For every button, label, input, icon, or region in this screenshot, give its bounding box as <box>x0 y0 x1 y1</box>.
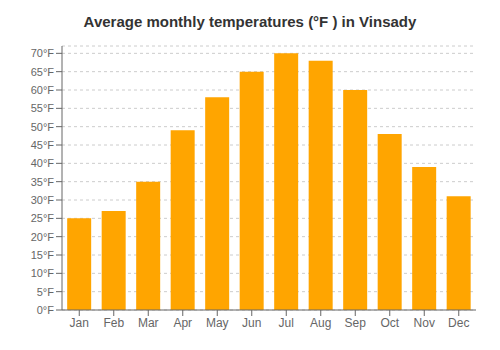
svg-text:60°F: 60°F <box>31 84 55 96</box>
svg-text:Jul: Jul <box>279 316 294 330</box>
svg-text:Mar: Mar <box>138 316 159 330</box>
svg-text:May: May <box>206 316 229 330</box>
svg-text:45°F: 45°F <box>31 139 55 151</box>
svg-text:30°F: 30°F <box>31 194 55 206</box>
svg-text:70°F: 70°F <box>31 47 55 59</box>
svg-text:55°F: 55°F <box>31 102 55 114</box>
svg-text:40°F: 40°F <box>31 157 55 169</box>
svg-text:5°F: 5°F <box>37 286 55 298</box>
svg-text:35°F: 35°F <box>31 176 55 188</box>
svg-text:Feb: Feb <box>103 316 124 330</box>
svg-text:Jun: Jun <box>242 316 261 330</box>
svg-text:Apr: Apr <box>173 316 192 330</box>
svg-text:Aug: Aug <box>310 316 331 330</box>
svg-text:Oct: Oct <box>380 316 399 330</box>
html-text:Average monthly temperatures (: Average monthly temperatures (°F ) in Vi… <box>83 13 417 30</box>
svg-text:0°F: 0°F <box>37 304 55 316</box>
svg-text:25°F: 25°F <box>31 212 55 224</box>
svg-text:15°F: 15°F <box>31 249 55 261</box>
svg-text:65°F: 65°F <box>31 66 55 78</box>
svg-text:Jan: Jan <box>70 316 89 330</box>
svg-text:Sep: Sep <box>345 316 367 330</box>
svg-text:Dec: Dec <box>448 316 469 330</box>
svg-text:50°F: 50°F <box>31 121 55 133</box>
svg-text:20°F: 20°F <box>31 231 55 243</box>
svg-text:Nov: Nov <box>414 316 435 330</box>
svg-text:10°F: 10°F <box>31 267 55 279</box>
